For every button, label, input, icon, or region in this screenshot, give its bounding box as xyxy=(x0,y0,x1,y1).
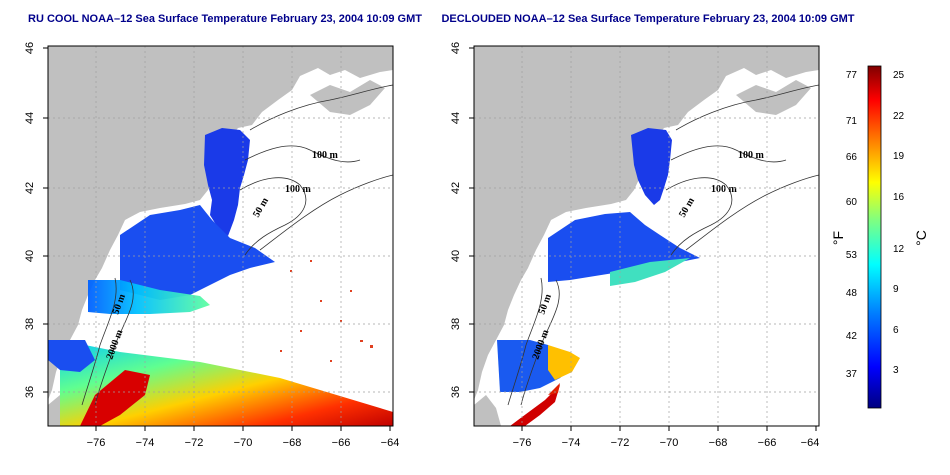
right-nova-scotia xyxy=(736,80,811,115)
temperature-colorbar: 77 71 66 60 53 48 42 37 25 22 19 16 12 9… xyxy=(830,65,929,409)
left-x-tick: −64 xyxy=(381,437,400,449)
left-y-tick: 44 xyxy=(24,112,36,124)
right-sst-mid-shelf xyxy=(548,212,700,282)
right-plot-frame xyxy=(473,45,820,427)
right-sst-gulf-stream xyxy=(510,385,560,426)
right-land-mass xyxy=(474,46,819,400)
left-plot-area: 100 m 100 m 50 m 50 m 2000 m xyxy=(47,45,394,427)
left-grid xyxy=(48,46,393,426)
right-land-south xyxy=(474,395,501,426)
right-grid xyxy=(474,46,819,426)
left-sst-south-warm xyxy=(60,340,393,426)
right-y-tick: 38 xyxy=(450,318,462,330)
right-y-axis xyxy=(469,47,474,393)
right-bathymetry-contours xyxy=(507,84,820,406)
colorbar-c-tick: 16 xyxy=(893,192,905,203)
colorbar-f-tick: 53 xyxy=(846,250,858,261)
colorbar-c-tick: 3 xyxy=(893,365,899,376)
right-x-tick: −64 xyxy=(801,437,820,449)
colorbar-f-tick: 60 xyxy=(846,197,858,208)
left-sst-south-coastal xyxy=(48,340,95,372)
colorbar-gradient xyxy=(867,65,882,409)
colorbar-f-tick: 37 xyxy=(846,369,858,380)
right-x-tick: −66 xyxy=(758,437,777,449)
left-x-tick: −66 xyxy=(332,437,351,449)
left-y-axis xyxy=(43,47,48,393)
right-x-tick: −68 xyxy=(709,437,728,449)
left-y-tick: 38 xyxy=(24,318,36,330)
colorbar-f-tick: 48 xyxy=(846,288,858,299)
left-land-mass xyxy=(48,46,393,400)
colorbar-f-tick: 77 xyxy=(846,70,858,81)
left-plot-frame xyxy=(47,45,394,427)
right-contour-label-1: 100 m xyxy=(738,150,765,161)
right-x-tick: −72 xyxy=(611,437,630,449)
left-sst-mid-shelf xyxy=(120,205,275,300)
right-map-title: DECLOUDED NOAA–12 Sea Surface Temperatur… xyxy=(441,13,854,25)
right-sst-gulf-of-maine xyxy=(631,128,672,205)
right-x-tick: −76 xyxy=(513,437,532,449)
left-y-tick: 42 xyxy=(24,182,36,194)
right-sst-south-warm xyxy=(548,345,580,380)
left-x-axis xyxy=(95,426,391,431)
colorbar-c-tick: 25 xyxy=(893,70,905,81)
left-map-title: RU COOL NOAA–12 Sea Surface Temperature … xyxy=(28,13,422,25)
left-contour-label-1: 100 m xyxy=(312,150,339,161)
right-plot-area: 100 m 100 m 50 m 50 m 2000 m xyxy=(473,45,820,427)
colorbar-c-tick: 6 xyxy=(893,325,899,336)
left-sst-mid-band xyxy=(88,280,210,314)
right-y-tick: 36 xyxy=(450,386,462,398)
colorbar-c-tick: 12 xyxy=(893,244,905,255)
right-y-tick: 42 xyxy=(450,182,462,194)
left-x-tick: −70 xyxy=(234,437,253,449)
right-y-tick: 44 xyxy=(450,112,462,124)
colorbar-f-tick: 66 xyxy=(846,152,858,163)
left-contour-label-2: 100 m xyxy=(285,184,312,195)
right-y-tick: 46 xyxy=(450,42,462,54)
right-contour-label-2: 100 m xyxy=(711,184,738,195)
left-y-tick: 36 xyxy=(24,386,36,398)
left-x-tick: −68 xyxy=(283,437,302,449)
colorbar-c-tick: 19 xyxy=(893,151,905,162)
colorbar-fahrenheit-unit: °F xyxy=(830,231,846,245)
left-x-tick: −74 xyxy=(136,437,155,449)
left-y-tick: 46 xyxy=(24,42,36,54)
left-sst-gulf-stream xyxy=(80,370,150,426)
colorbar-c-tick: 22 xyxy=(893,111,905,122)
left-map-panel: RU COOL NOAA–12 Sea Surface Temperature … xyxy=(24,13,422,449)
colorbar-f-tick: 42 xyxy=(846,331,858,342)
right-map-panel: DECLOUDED NOAA–12 Sea Surface Temperatur… xyxy=(441,13,854,449)
left-bathymetry-contours xyxy=(81,84,394,406)
right-y-tick: 40 xyxy=(450,250,462,262)
left-nova-scotia xyxy=(310,80,385,115)
right-sst-mid-coastal xyxy=(610,258,690,286)
left-x-tick: −72 xyxy=(185,437,204,449)
colorbar-celsius-unit: °C xyxy=(913,230,929,246)
right-x-tick: −74 xyxy=(562,437,581,449)
left-x-tick: −76 xyxy=(87,437,106,449)
colorbar-c-tick: 9 xyxy=(893,284,899,295)
left-sst-gulf-of-maine xyxy=(204,128,250,236)
left-y-tick: 40 xyxy=(24,250,36,262)
right-x-axis xyxy=(521,426,817,431)
right-x-tick: −70 xyxy=(660,437,679,449)
colorbar-f-tick: 71 xyxy=(846,116,858,127)
